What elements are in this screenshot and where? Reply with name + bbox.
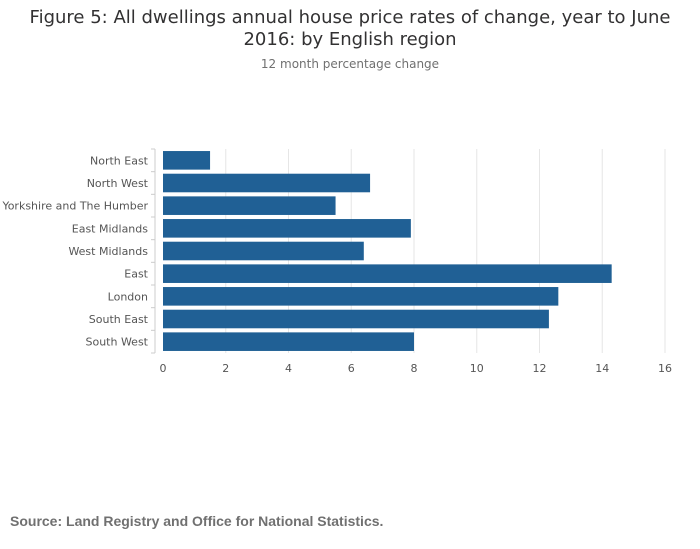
category-label: East Midlands	[72, 222, 149, 235]
x-tick-label: 4	[285, 362, 292, 375]
chart-title: Figure 5: All dwellings annual house pri…	[0, 7, 700, 51]
category-label: North East	[90, 154, 149, 167]
chart-subtitle: 12 month percentage change	[260, 57, 440, 71]
bar	[163, 332, 414, 351]
bar	[163, 241, 364, 261]
category-label: South West	[85, 336, 148, 349]
category-label: South East	[89, 313, 149, 326]
source-note: Source: Land Registry and Office for Nat…	[10, 513, 384, 529]
bar	[163, 264, 612, 283]
category-label: Yorkshire and The Humber	[1, 200, 148, 213]
x-tick-label: 2	[222, 362, 229, 375]
category-label: London	[108, 290, 148, 303]
bar	[163, 309, 549, 329]
bar	[163, 151, 211, 170]
category-label: West Midlands	[68, 245, 148, 258]
chart-title-line-2: 2016: by English region	[243, 29, 457, 50]
bar	[163, 196, 336, 215]
bar	[163, 287, 559, 306]
category-label: North West	[87, 177, 149, 190]
bar	[163, 173, 371, 193]
category-label: East	[124, 268, 148, 281]
x-tick-label: 14	[595, 362, 609, 375]
x-tick-label: 16	[658, 362, 672, 375]
x-tick-label: 6	[348, 362, 355, 375]
bar	[163, 219, 411, 238]
x-tick-label: 0	[160, 362, 167, 375]
x-tick-label: 12	[533, 362, 547, 375]
chart-title-line-1: Figure 5: All dwellings annual house pri…	[29, 7, 671, 28]
x-tick-label: 10	[470, 362, 484, 375]
x-tick-label: 8	[411, 362, 418, 375]
